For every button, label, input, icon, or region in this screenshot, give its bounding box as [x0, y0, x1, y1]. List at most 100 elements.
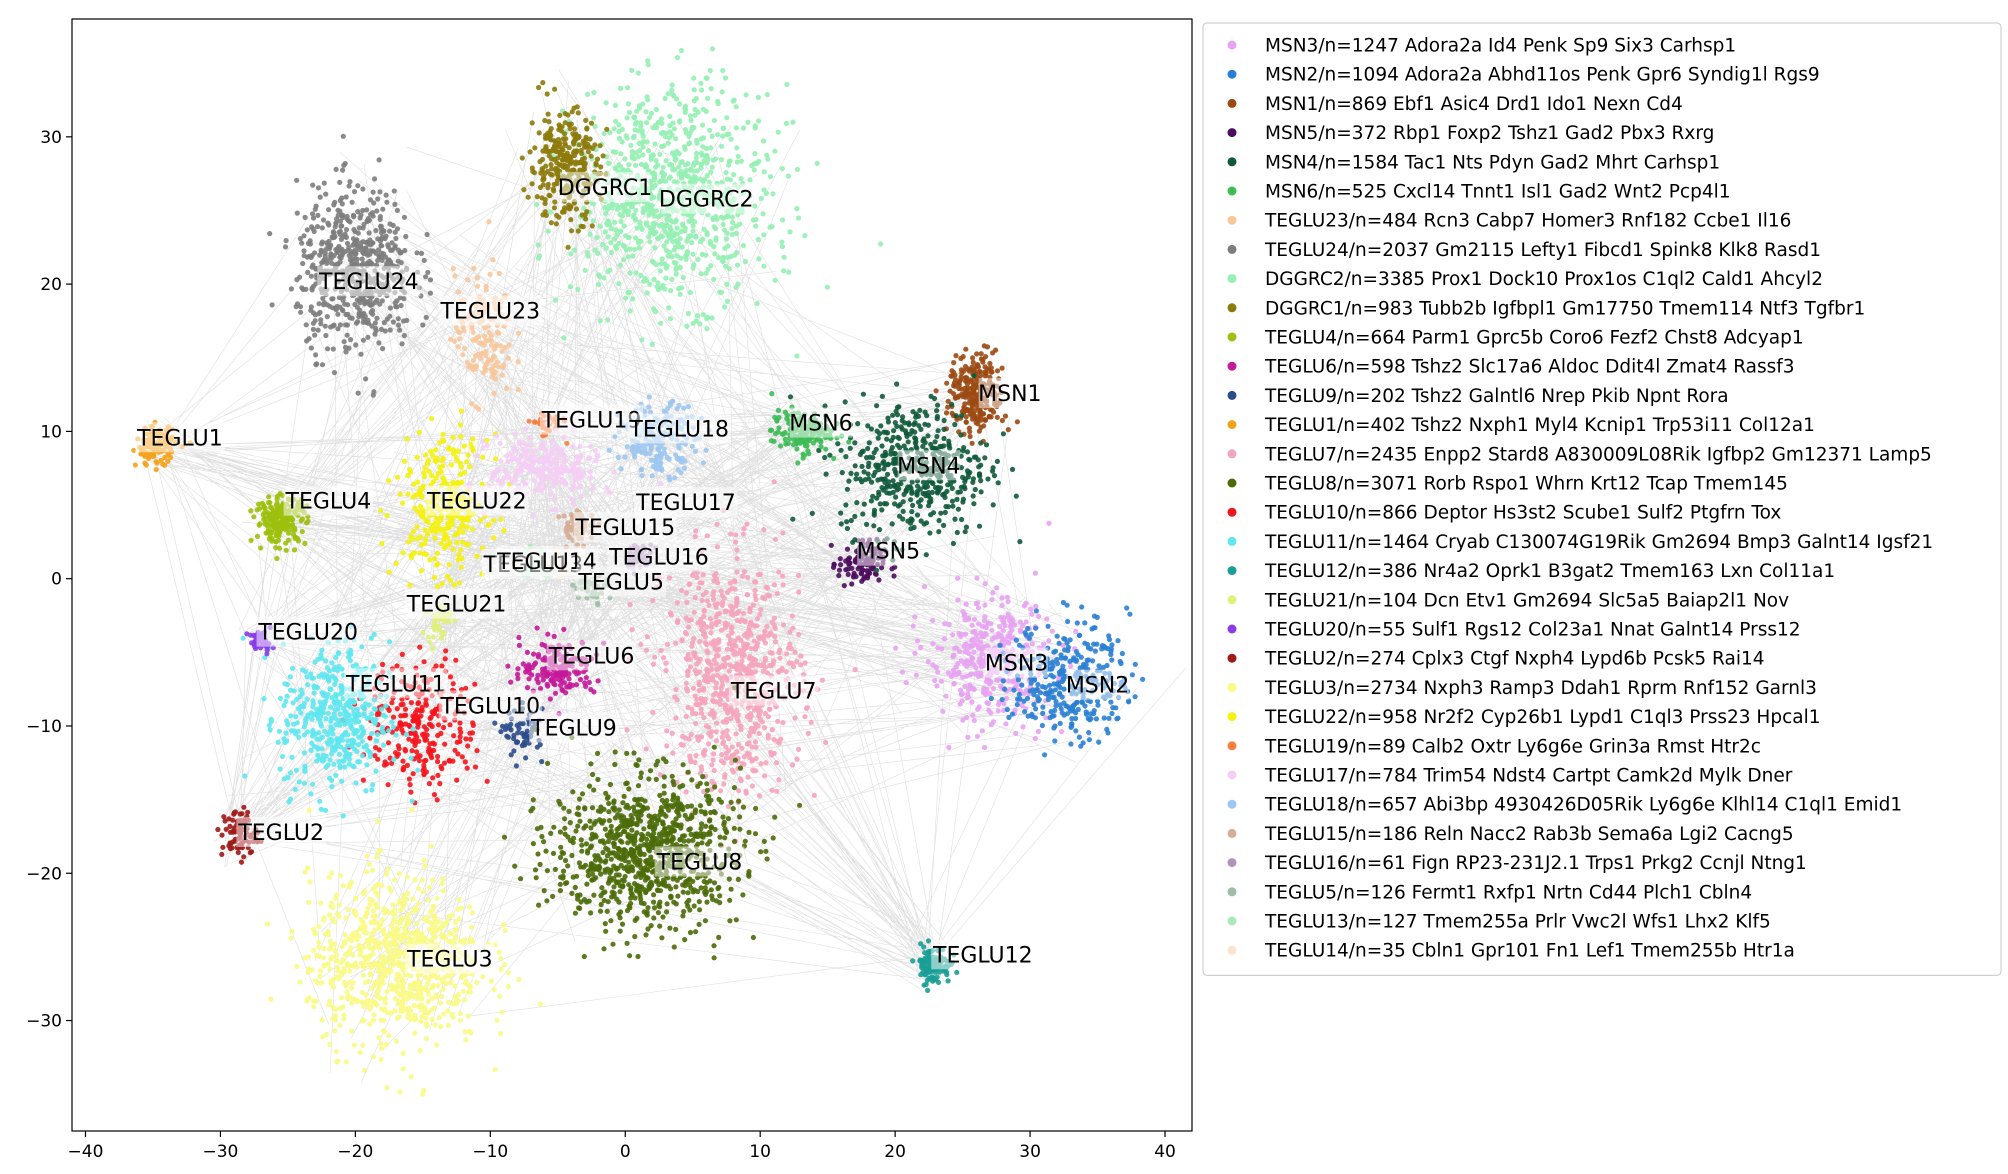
- cell-point: [784, 416, 790, 422]
- cell-point: [943, 410, 950, 416]
- cell-point: [398, 260, 404, 266]
- cell-point: [695, 256, 701, 262]
- cell-point: [1009, 711, 1016, 717]
- cell-point: [690, 228, 696, 234]
- cell-point: [954, 645, 960, 651]
- cell-point: [315, 311, 322, 317]
- cell-point: [711, 589, 717, 595]
- cell-point: [684, 249, 691, 255]
- cell-point: [316, 301, 322, 307]
- cell-point: [305, 518, 311, 524]
- cell-point: [745, 741, 751, 747]
- cell-point: [1044, 616, 1050, 622]
- cell-point: [701, 607, 707, 614]
- cell-point: [402, 247, 408, 254]
- cell-point: [1132, 694, 1138, 700]
- cell-point: [453, 324, 459, 330]
- cell-point: [1073, 700, 1080, 706]
- cell-point: [734, 569, 740, 575]
- cell-point: [572, 148, 578, 154]
- cell-point: [1021, 698, 1027, 704]
- cell-point: [915, 413, 922, 419]
- cell-point: [360, 319, 366, 325]
- cell-point: [734, 617, 741, 624]
- cell-point: [772, 536, 779, 543]
- cell-point: [283, 238, 289, 244]
- cell-point: [384, 316, 390, 322]
- cell-point: [719, 752, 725, 758]
- cell-point: [626, 109, 633, 116]
- cell-point: [717, 289, 723, 295]
- cell-point: [1055, 682, 1062, 689]
- cell-point: [912, 420, 918, 426]
- cell-point: [320, 217, 327, 223]
- cell-point: [333, 166, 339, 172]
- cell-point: [734, 651, 740, 657]
- cell-point: [1079, 699, 1085, 705]
- cell-point: [932, 446, 938, 452]
- cell-point: [762, 773, 768, 779]
- cell-point: [745, 119, 751, 125]
- cell-point: [987, 691, 993, 697]
- cell-point: [483, 353, 489, 359]
- cell-point: [789, 613, 795, 619]
- cell-point: [1039, 722, 1045, 729]
- cell-point: [891, 482, 898, 488]
- cell-point: [700, 144, 706, 150]
- cell-point: [1106, 633, 1112, 639]
- cell-point: [945, 504, 952, 510]
- cell-point: [884, 430, 891, 436]
- cell-point: [700, 236, 706, 242]
- cell-point: [1104, 726, 1110, 733]
- cell-point: [380, 228, 386, 234]
- cell-point: [754, 640, 761, 647]
- cell-point: [970, 476, 977, 482]
- cell-point: [623, 295, 629, 301]
- cell-point: [746, 712, 752, 718]
- cell-point: [401, 296, 407, 302]
- cell-point: [795, 460, 801, 466]
- cell-point: [711, 692, 717, 698]
- cell-point: [708, 630, 714, 636]
- cell-point: [1099, 643, 1105, 649]
- cell-point: [713, 661, 719, 667]
- cell-point: [723, 622, 729, 628]
- cell-point: [745, 592, 751, 598]
- cell-point: [1127, 611, 1133, 617]
- cell-point: [1091, 710, 1097, 717]
- cell-point: [711, 276, 717, 282]
- cell-point: [861, 469, 867, 475]
- cell-point: [393, 235, 399, 242]
- cell-point: [1013, 730, 1019, 737]
- cell-point: [1041, 641, 1047, 647]
- cell-point: [545, 111, 551, 117]
- cell-point: [567, 284, 574, 290]
- cell-point: [1054, 633, 1060, 639]
- cell-point: [764, 670, 771, 676]
- cell-point: [908, 497, 914, 503]
- cell-point: [944, 380, 950, 386]
- cell-point: [561, 626, 567, 633]
- cell-point: [392, 229, 398, 235]
- cell-point: [1061, 700, 1067, 706]
- cell-point: [1049, 689, 1055, 695]
- cell-point: [469, 401, 475, 407]
- cell-point: [1035, 728, 1041, 735]
- cell-point: [968, 671, 974, 677]
- cell-point: [657, 268, 663, 274]
- cell-point: [645, 905, 651, 911]
- cell-point: [341, 162, 347, 168]
- cell-point: [719, 734, 725, 740]
- cell-point: [358, 212, 364, 218]
- cell-point: [346, 245, 352, 251]
- cell-point: [671, 126, 678, 132]
- cell-point: [1035, 682, 1041, 688]
- cell-point: [772, 639, 779, 645]
- cell-point: [661, 143, 667, 149]
- cell-point: [745, 774, 751, 780]
- cell-point: [741, 652, 747, 658]
- cell-point: [545, 683, 551, 689]
- cell-point: [457, 336, 463, 342]
- cell-point: [504, 733, 510, 739]
- cell-point: [741, 761, 747, 767]
